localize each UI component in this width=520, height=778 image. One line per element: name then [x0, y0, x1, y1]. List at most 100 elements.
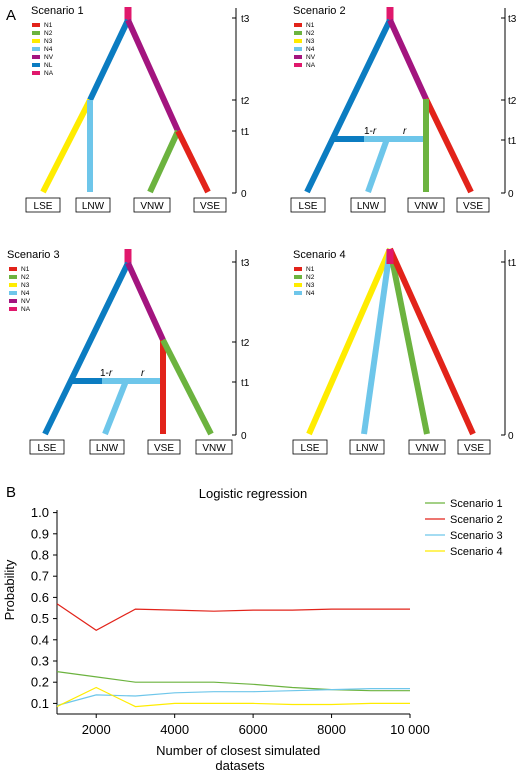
- legend-entry: Scenario 3: [450, 530, 503, 542]
- y-tick-label: 0.8: [31, 548, 49, 563]
- series-line-scenario-1: [56, 671, 410, 692]
- leaf-label-vnw: VNW: [202, 443, 226, 454]
- admixture-label-r: r: [403, 126, 407, 137]
- legend-label-n3: N3: [306, 38, 315, 45]
- scenario-2-panel: Scenario 2 N1 N2 N3 N4 NV NA 1-r r: [290, 5, 517, 213]
- time-label-t1: t1: [508, 136, 517, 147]
- legend-label-n4: N4: [21, 290, 30, 297]
- leaf-label-vnw: VNW: [140, 201, 164, 212]
- time-label-t3: t3: [241, 258, 250, 269]
- time-label-t2: t2: [241, 338, 250, 349]
- legend-label-n1: N1: [306, 266, 315, 273]
- legend-label-n3: N3: [21, 282, 30, 289]
- legend-label-na: NA: [21, 306, 31, 313]
- leaf-label-vnw: VNW: [414, 201, 438, 212]
- leaf-label-lnw: LNW: [357, 201, 380, 212]
- time-label-t1: t1: [508, 258, 517, 269]
- y-tick-label: 0.5: [31, 611, 49, 626]
- time-label-t2: t2: [241, 96, 250, 107]
- admixture-label-r: r: [141, 368, 145, 379]
- series-line-scenario-2: [56, 603, 410, 632]
- x-tick-label: 8000: [317, 722, 346, 737]
- scenario-4-time-axis: t1 0: [501, 250, 517, 442]
- legend-label-n2: N2: [306, 30, 315, 37]
- y-tick-label: 0.4: [31, 632, 49, 647]
- scenario-2-leaves: LSE LNW VNW VSE: [290, 197, 490, 213]
- scenario-3-time-axis: t3 t2 t1 0: [232, 250, 250, 442]
- scenario-3-leaves: LSE LNW VSE VNW: [29, 439, 233, 455]
- legend-swatch-na: [32, 71, 40, 75]
- legend-entry: Scenario 4: [450, 546, 503, 558]
- scenario-2-legend: N1 N2 N3 N4 NV NA: [294, 22, 316, 69]
- leaf-label-lse: LSE: [299, 201, 318, 212]
- scenario-1-time-axis: t3 t2 t1 0: [232, 8, 250, 200]
- scenario-4-leaves: LSE LNW VNW VSE: [292, 439, 491, 455]
- leaf-label-lnw: LNW: [356, 443, 379, 454]
- leaf-label-vse: VSE: [464, 443, 484, 454]
- series-line-scenario-3: [56, 687, 410, 707]
- scenario-1-title: Scenario 1: [31, 5, 84, 17]
- panel-b-letter: B: [6, 484, 16, 501]
- legend-label-n2: N2: [306, 274, 315, 281]
- scenario-4-tree: [306, 247, 476, 436]
- chart-title: Logistic regression: [199, 486, 307, 501]
- scenario-3-legend: N1 N2 N3 N4 NV NA: [9, 266, 31, 313]
- legend-swatch-n1: [32, 23, 40, 27]
- y-tick-label: 1.0: [31, 505, 49, 520]
- time-label-0: 0: [241, 431, 247, 442]
- scenario-2-tree: [304, 7, 474, 194]
- legend-label-n1: N1: [44, 22, 53, 29]
- y-tick-label: 0.3: [31, 654, 49, 669]
- leaf-label-lse: LSE: [38, 443, 57, 454]
- legend-label-n4: N4: [306, 46, 315, 53]
- legend-swatch-nl: [32, 63, 40, 67]
- legend-label-nv: NV: [44, 54, 54, 61]
- scenario-1-tree: [40, 7, 211, 194]
- x-tick-label: 10 000: [390, 722, 430, 737]
- panel-a-letter: A: [6, 7, 16, 24]
- legend-label-n4: N4: [306, 290, 315, 297]
- scenario-4-panel: Scenario 4 N1 N2 N3 N4 t1 0 LSE: [292, 247, 517, 455]
- legend-label-n2: N2: [21, 274, 30, 281]
- legend-label-n1: N1: [306, 22, 315, 29]
- scenario-4-title: Scenario 4: [293, 249, 346, 261]
- time-label-0: 0: [508, 189, 514, 200]
- time-label-t3: t3: [508, 14, 517, 25]
- scenario-2-time-axis: t3 t2 t1 0: [501, 8, 517, 200]
- y-axis-label: Probability: [2, 559, 17, 620]
- x-tick-label: 4000: [160, 722, 189, 737]
- chart-legend: Scenario 1 Scenario 2 Scenario 3 Scenario 4: [425, 498, 503, 558]
- legend-swatch-n3: [32, 39, 40, 43]
- time-label-0: 0: [241, 189, 247, 200]
- x-axis-label: Number of closest simulated datasets: [156, 743, 324, 773]
- legend-label-na: NA: [44, 70, 54, 77]
- scenario-3-panel: Scenario 3 N1 N2 N3 N4 NV NA 1-r r: [7, 249, 250, 455]
- time-label-t3: t3: [241, 14, 250, 25]
- scenario-3-tree: [42, 249, 214, 436]
- legend-swatch-n2: [32, 31, 40, 35]
- y-tick-label: 0.7: [31, 569, 49, 584]
- legend-label-n4: N4: [44, 46, 53, 53]
- time-label-t1: t1: [241, 378, 250, 389]
- y-tick-label: 0.1: [31, 696, 49, 711]
- y-tick-label: 0.6: [31, 590, 49, 605]
- time-label-0: 0: [508, 431, 514, 442]
- legend-label-nv: NV: [306, 54, 316, 61]
- legend-label-na: NA: [306, 62, 316, 69]
- leaf-label-lse: LSE: [34, 201, 53, 212]
- scenario-2-title: Scenario 2: [293, 5, 346, 17]
- legend-label-n2: N2: [44, 30, 53, 37]
- scenario-1-legend: N1 N2 N3 N4 NV NL NA: [32, 22, 54, 77]
- leaf-label-vnw: VNW: [415, 443, 439, 454]
- series-line-scenario-4: [56, 686, 410, 708]
- admixture-label-1-r: 1-r: [100, 368, 113, 379]
- legend-swatch-n4: [32, 47, 40, 51]
- legend-entry: Scenario 2: [450, 514, 503, 526]
- x-tick-label: 6000: [239, 722, 268, 737]
- scenario-4-legend: N1 N2 N3 N4: [294, 266, 315, 297]
- legend-label-n3: N3: [44, 38, 53, 45]
- leaf-label-vse: VSE: [154, 443, 174, 454]
- leaf-label-lnw: LNW: [82, 201, 105, 212]
- chart-plot: 0.1 0.2 0.3 0.4 0.5 0.6 0.7 0.8 0.9 1.0 2000 4000 60…: [31, 505, 430, 737]
